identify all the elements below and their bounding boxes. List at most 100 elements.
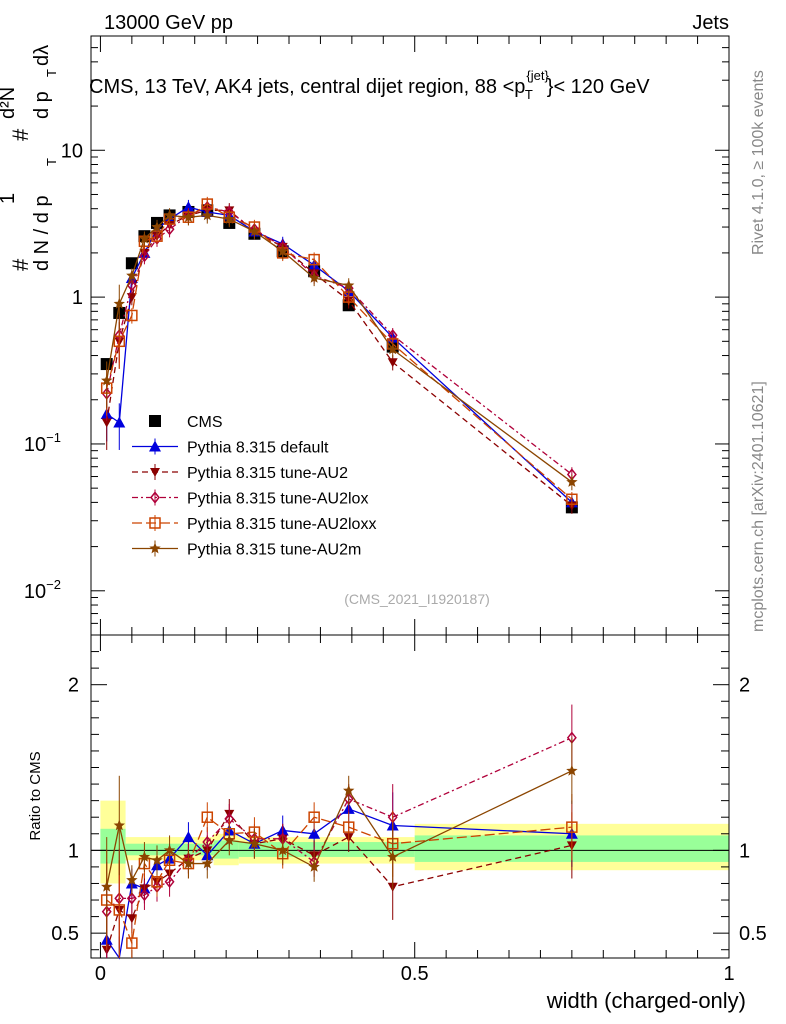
- data-point-AU2loxx: [113, 335, 126, 348]
- data-point-AU2m: [308, 272, 320, 283]
- data-point-AU2m: [113, 297, 125, 309]
- legend: CMS Pythia 8.315 default Pythia 8.315 tune…: [132, 414, 376, 559]
- data-point-AU2lox: [164, 223, 175, 236]
- data-point-AU2loxx: [308, 253, 320, 266]
- svg-text:d p: d p: [31, 91, 53, 119]
- ratio-point-AU2lox: [139, 888, 150, 902]
- ratio-series-AU2loxx: [100, 794, 578, 958]
- analysis-watermark: (CMS_2021_I1920187): [344, 591, 490, 607]
- legend-item-AU2lox: Pythia 8.315 tune-AU2lox: [132, 489, 368, 508]
- legend-marker-AU2loxx: [149, 517, 161, 529]
- data-point-AU2m: [163, 209, 176, 221]
- ratio-point-AU2loxx: [151, 876, 163, 888]
- ratio-y-tick-label: 1: [68, 840, 79, 862]
- main-panel-axes: 10−2 10−1 1 10: [24, 35, 730, 636]
- legend-item-AU2: Pythia 8.315 tune-AU2: [132, 464, 348, 482]
- ratio-point-default: [182, 831, 195, 843]
- data-point-AU2m: [182, 211, 195, 223]
- ratio-point-AU2loxx: [201, 811, 214, 823]
- legend-label-AU2m: Pythia 8.315 tune-AU2m: [187, 542, 361, 559]
- y-tick-label: 10: [61, 140, 83, 162]
- series-AU2loxx: [100, 196, 578, 508]
- ratio-point-AU2loxx: [113, 904, 126, 916]
- legend-item-default: Pythia 8.315 default: [132, 438, 329, 457]
- series-line-AU2m: [106, 214, 573, 483]
- header-jets-label: Jets: [692, 12, 729, 34]
- data-point-AU2m: [248, 225, 261, 237]
- ratio-point-AU2m: [163, 844, 176, 856]
- data-point-AU2loxx: [126, 309, 138, 322]
- data-point-AU2m: [201, 209, 213, 221]
- ratio-point-AU2m: [138, 851, 151, 862]
- svg-text:d²N: d²N: [0, 87, 19, 119]
- ratio-series-AU2: [101, 798, 577, 958]
- series-default: [100, 199, 578, 511]
- legend-label-AU2: Pythia 8.315 tune-AU2: [187, 465, 348, 482]
- ratio-point-AU2lox: [164, 875, 175, 889]
- ratio-line-AU2loxx: [106, 816, 572, 946]
- x-tick-label: 1: [723, 963, 734, 985]
- ratio-point-AU2m: [566, 764, 578, 776]
- x-axis-label: width (charged-only): [546, 988, 746, 1013]
- rivet-version-label: Rivet 4.1.0, ≥ 100k events: [750, 70, 767, 255]
- data-point-AU2m: [138, 232, 151, 244]
- ratio-point-AU2m: [201, 857, 213, 869]
- ratio-point-AU2m: [343, 784, 355, 796]
- ratio-point-AU2m: [113, 819, 125, 831]
- ratio-point-AU2loxx: [126, 937, 138, 949]
- data-point-default: [113, 416, 126, 428]
- x-tick-label: 0: [95, 963, 106, 985]
- svg-text:#: #: [8, 258, 33, 271]
- data-point-AU2m: [566, 476, 578, 487]
- data-point-AU2m: [101, 374, 113, 386]
- legend-item-AU2loxx: Pythia 8.315 tune-AU2loxx: [132, 515, 376, 533]
- svg-text:T: T: [44, 69, 59, 77]
- ratio-point-AU2m: [308, 860, 320, 872]
- ratio-point-AU2m: [151, 854, 163, 866]
- ratio-y-tick-label-right: 0.5: [739, 923, 767, 945]
- x-tick-label: 0.5: [401, 963, 429, 985]
- legend-item-AU2m: Pythia 8.315 tune-AU2m: [132, 540, 361, 559]
- y-tick-label: 1: [72, 287, 83, 309]
- main-y-axis-label: # 1 d N / d p T # d²N d p T dλ: [0, 45, 59, 271]
- ratio-y-tick-label-right: 2: [739, 675, 750, 697]
- svg-text:T: T: [44, 158, 59, 166]
- data-point-AU2loxx: [566, 493, 578, 506]
- series-line-AU2lox: [106, 206, 573, 475]
- legend-label-default: Pythia 8.315 default: [187, 440, 329, 457]
- ratio-point-AU2m: [387, 851, 399, 862]
- ratio-y-axis-label: Ratio to CMS: [27, 751, 44, 840]
- legend-label-AU2loxx: Pythia 8.315 tune-AU2loxx: [187, 516, 376, 533]
- ratio-point-AU2m: [182, 857, 195, 869]
- ratio-point-AU2lox: [202, 835, 213, 849]
- main-panel-data: [100, 196, 578, 514]
- series-line-AU2: [106, 209, 573, 507]
- ratio-panel-data: [100, 704, 578, 960]
- data-point-AU2: [387, 358, 398, 368]
- ratio-y-tick-label: 0.5: [51, 923, 79, 945]
- ratio-point-AU2m: [248, 837, 261, 849]
- series-AU2m: [101, 208, 578, 491]
- ratio-point-AU2m: [223, 834, 235, 846]
- legend-marker-default: [149, 440, 161, 452]
- mcplots-source-label: mcplots.cern.ch [arXiv:2401.10621]: [750, 381, 767, 632]
- series-line-default: [106, 206, 573, 503]
- y-tick-label: 10−2: [24, 577, 61, 603]
- ratio-y-tick-label: 2: [68, 675, 79, 697]
- data-point-AU2m: [223, 213, 235, 224]
- data-point-AU2lox: [126, 279, 137, 292]
- legend-marker-AU2m: [149, 542, 161, 554]
- legend-marker-AU2lox: [150, 491, 160, 504]
- ratio-point-AU2loxx: [342, 821, 355, 833]
- ratio-y-tick-label-right: 1: [739, 840, 750, 862]
- svg-text:1: 1: [0, 193, 19, 204]
- ratio-point-AU2loxx: [566, 821, 578, 833]
- ratio-point-AU2m: [126, 874, 138, 885]
- ratio-point-AU2m: [277, 844, 289, 856]
- legend-item-CMS: CMS: [149, 414, 223, 431]
- header-energy-label: 13000 GeV pp: [104, 12, 233, 34]
- ratio-point-default: [308, 827, 321, 839]
- series-line-AU2loxx: [106, 203, 573, 500]
- chart-title: CMS, 13 TeV, AK4 jets, central dijet reg…: [89, 68, 650, 102]
- ratio-point-AU2loxx: [308, 811, 320, 823]
